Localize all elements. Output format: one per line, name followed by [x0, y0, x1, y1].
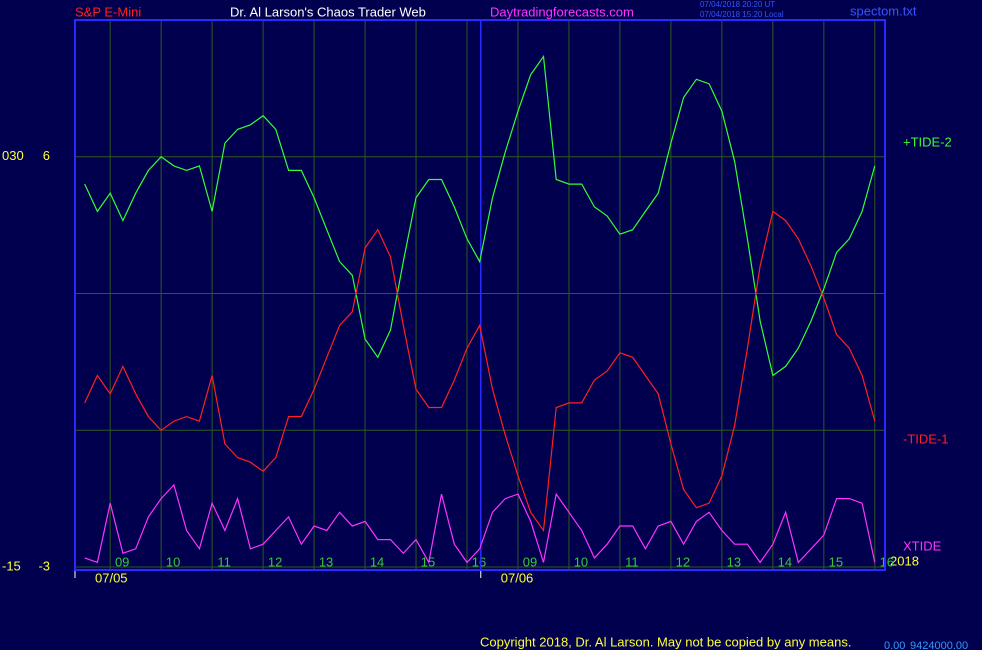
x-tick-label: 13 [727, 554, 741, 569]
x-tick-label: 10 [166, 554, 180, 569]
x-tick-label: 16 [880, 554, 894, 569]
stamp-ut: 07/04/2018 20:20 UT [700, 0, 775, 9]
x-tick-label: 14 [370, 554, 384, 569]
footer-value: 9424000.00 [910, 640, 968, 650]
x-tick-label: 10 [574, 554, 588, 569]
x-tick-label: 09 [523, 554, 537, 569]
x-tick-label: 11 [625, 554, 639, 569]
copyright: Copyright 2018, Dr. Al Larson. May not b… [480, 634, 851, 649]
series-line [84, 210, 876, 533]
stamp-local: 07/04/2018 15:20 Local [700, 10, 784, 19]
footer-value: 0.00 [884, 640, 905, 650]
instrument: S&P E-Mini [75, 4, 141, 19]
x-tick-label: 11 [217, 554, 231, 569]
x-tick-label: 12 [268, 554, 282, 569]
y-tick-label: -3 [38, 558, 50, 573]
series-label: +TIDE-2 [903, 134, 952, 149]
x-tick-label: 15 [829, 554, 843, 569]
series-line [84, 483, 876, 565]
series-line [84, 54, 876, 377]
y2-tick-label: -15 [2, 558, 21, 573]
x-tick-label: 16 [472, 554, 486, 569]
x-tick-label: 09 [115, 554, 129, 569]
site-url[interactable]: Daytradingforecasts.com [490, 4, 634, 19]
y-tick-label: 6 [43, 148, 50, 163]
date-label: 07/05 [95, 570, 128, 585]
x-tick-label: 12 [676, 554, 690, 569]
date-label: 07/06 [501, 570, 534, 585]
y2-tick-label: 030 [2, 148, 24, 163]
x-tick-label: 14 [778, 554, 792, 569]
site-title: Dr. Al Larson's Chaos Trader Web [230, 4, 426, 19]
file-name: spectom.txt [850, 3, 917, 18]
series-label: XTIDE [903, 538, 942, 553]
x-tick-label: 13 [319, 554, 333, 569]
year-label: 2018 [890, 553, 919, 568]
plot-frame [74, 19, 886, 571]
series-label: -TIDE-1 [903, 431, 949, 446]
